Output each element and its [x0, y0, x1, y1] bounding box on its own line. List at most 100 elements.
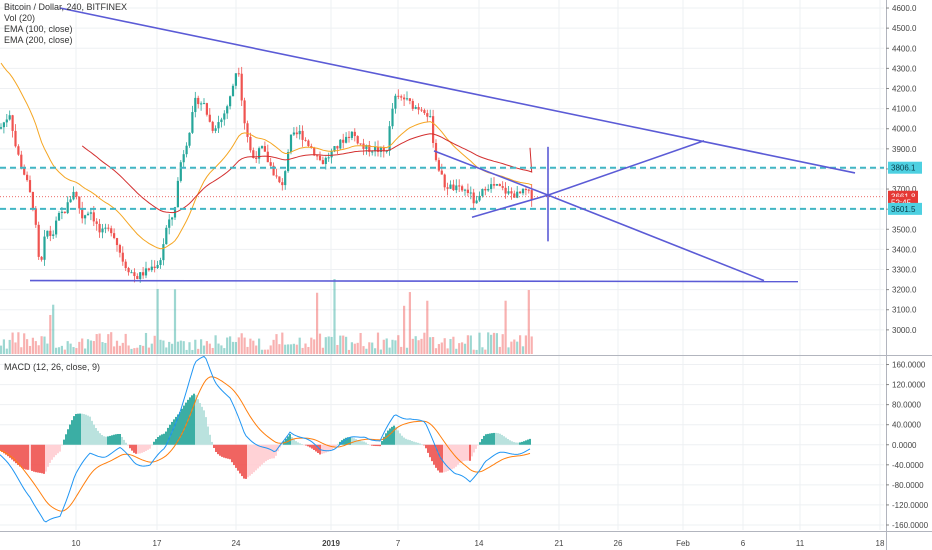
price-tag-bg [888, 202, 922, 215]
macd-histogram-bar [243, 444, 245, 479]
macd-histogram-bar [125, 442, 127, 445]
volume-bar [318, 333, 322, 354]
macd-histogram-bar [3, 444, 5, 454]
candle-body [89, 212, 92, 214]
macd-histogram-bar [223, 444, 225, 458]
candle-body [223, 113, 226, 120]
macd-histogram-bar [197, 399, 199, 445]
volume-bar [57, 347, 61, 354]
macd-histogram-bar [257, 444, 259, 469]
macd-histogram-bar [271, 444, 273, 459]
volume-bar [359, 332, 362, 354]
volume-bar [243, 337, 246, 354]
volume-bar [371, 342, 374, 354]
volume-bar [362, 346, 365, 354]
macd-histogram-bar [145, 444, 147, 451]
macd-histogram-bar [75, 413, 77, 445]
candle-body [330, 151, 333, 158]
macd-histogram-bar [173, 419, 175, 445]
volume-bar [98, 333, 101, 354]
candle-body [115, 238, 119, 246]
legend-ema100[interactable]: EMA (100, close) [4, 24, 73, 34]
volume-bar [191, 349, 194, 354]
macd-histogram-bar [209, 434, 211, 445]
macd-histogram-bar [447, 444, 449, 471]
volume-bar [176, 341, 179, 354]
legend-macd[interactable]: MACD (12, 26, close, 9) [4, 362, 101, 372]
macd-histogram-bar [175, 416, 177, 445]
time-tick-label: 6 [741, 539, 746, 548]
volume-bar [255, 345, 258, 354]
candle-body [388, 126, 391, 151]
macd-histogram-bar [73, 416, 75, 445]
horizontal-support-line [29, 279, 799, 283]
candle-body [11, 115, 14, 131]
candle-body [356, 136, 359, 144]
candle-body [342, 139, 345, 143]
macd-histogram-bar [505, 437, 507, 445]
macd-histogram-bar [525, 440, 527, 445]
volume-bar [34, 341, 37, 354]
macd-histogram-bar [291, 437, 293, 445]
time-tick-label: 21 [555, 539, 564, 548]
volume-bar [353, 343, 356, 354]
volume-bar [69, 343, 72, 354]
candle-body [63, 211, 66, 214]
volume-bar [403, 305, 406, 354]
price-tick-label: 4500.0 [892, 24, 917, 33]
candle-body [40, 256, 43, 260]
candle-body [66, 202, 69, 214]
volume-bar [31, 337, 34, 354]
candle-body [281, 182, 284, 186]
macd-histogram-bar [63, 439, 65, 445]
volume-bar [147, 347, 150, 354]
candle-body [313, 147, 316, 156]
volume-bar [347, 349, 351, 354]
macd-histogram-bar [51, 444, 53, 460]
trend-lines[interactable] [29, 7, 856, 283]
volume-bar [139, 344, 142, 354]
candle-body [374, 147, 377, 152]
macd-histogram-bar [391, 426, 393, 445]
volume-bar [188, 342, 191, 354]
candle-body [443, 174, 446, 188]
candle-body [379, 147, 382, 152]
wedge-upper-line [433, 150, 549, 196]
macd-histogram-bar [443, 444, 445, 473]
macd-histogram-bar [357, 439, 359, 445]
volume-bar [127, 345, 130, 354]
macd-histogram-bar [433, 444, 435, 465]
macd-histogram-bar [477, 444, 479, 446]
time-axis[interactable]: 10 17 24 2019 7 14 21 26 Feb 6 11 18 [72, 539, 885, 548]
legend-ema200[interactable]: EMA (200, close) [4, 35, 73, 45]
candle-body [176, 180, 179, 208]
volume-bar [72, 347, 75, 354]
price-axis[interactable]: 4600.0 4500.0 4400.0 4300.0 4200.0 4100.0 4000… [886, 4, 929, 530]
macd-histogram-bar [55, 444, 57, 456]
macd-histogram-bar [521, 441, 523, 445]
candle-body [275, 175, 278, 177]
volume-bar [52, 304, 55, 354]
candle-body [185, 145, 188, 155]
volume-bar [466, 335, 469, 354]
candle-body [150, 266, 153, 271]
candle-body [84, 215, 87, 219]
ema100-line [81, 133, 533, 214]
volume-bar [63, 349, 66, 354]
macd-histogram-bar [133, 444, 135, 453]
volume-bar [472, 349, 475, 354]
projection-down-line [547, 194, 765, 282]
candle-body [371, 151, 374, 153]
macd-histogram-bar [11, 444, 13, 460]
candle-body [263, 146, 266, 152]
legend-vol[interactable]: Vol (20) [4, 13, 36, 23]
candle-body [43, 236, 46, 260]
volume-bar [405, 347, 409, 354]
macd-histogram-bar [255, 444, 257, 471]
candle-body [469, 192, 472, 194]
candle-body [519, 191, 522, 194]
candle-body [258, 148, 261, 159]
volume-bar [220, 345, 223, 354]
legend-symbol[interactable]: Bitcoin / Dollar, 240, BITFINEX [4, 2, 128, 12]
